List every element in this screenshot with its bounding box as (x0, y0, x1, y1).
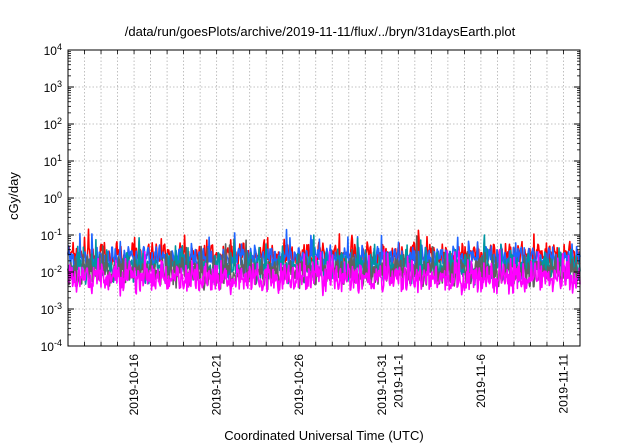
y-tick-label: 104 (44, 42, 62, 58)
y-tick-label: 10-2 (41, 264, 62, 280)
y-tick-label: 10-3 (41, 301, 62, 317)
grid-lines (68, 50, 580, 346)
tick-labels: 10-4 10-3 10-2 10-1 100 101 102 103 104 2019-10-1… (41, 42, 571, 415)
y-tick-label: 10-4 (41, 338, 62, 354)
y-tick-label: 102 (44, 116, 62, 132)
y-tick-label: 100 (44, 190, 62, 206)
plot-frame (67, 49, 581, 347)
y-tick-label: 10-1 (41, 227, 62, 243)
x-tick-label: 2019-10-26 (292, 354, 306, 416)
x-tick-label: 2019-11-11 (556, 354, 570, 414)
chart-title: /data/run/goesPlots/archive/2019-11-11/f… (125, 24, 516, 39)
y-tick-label: 101 (44, 153, 62, 169)
x-axis-label: Coordinated Universal Time (UTC) (224, 428, 423, 443)
x-tick-label: 2019-10-21 (210, 354, 224, 416)
data-series-line (67, 228, 581, 272)
axes (67, 49, 581, 347)
x-tick-label: 2019-10-16 (127, 354, 141, 416)
y-tick-label: 103 (44, 79, 62, 95)
series-layer (67, 228, 581, 297)
y-axis-label: cGy/day (6, 172, 21, 220)
x-tick-label: 2019-11-6 (474, 354, 488, 408)
x-tick-label: 2019-11-1 (391, 354, 405, 408)
data-series-line (67, 248, 581, 297)
x-tick-label: 2019-10-31 (375, 354, 389, 416)
